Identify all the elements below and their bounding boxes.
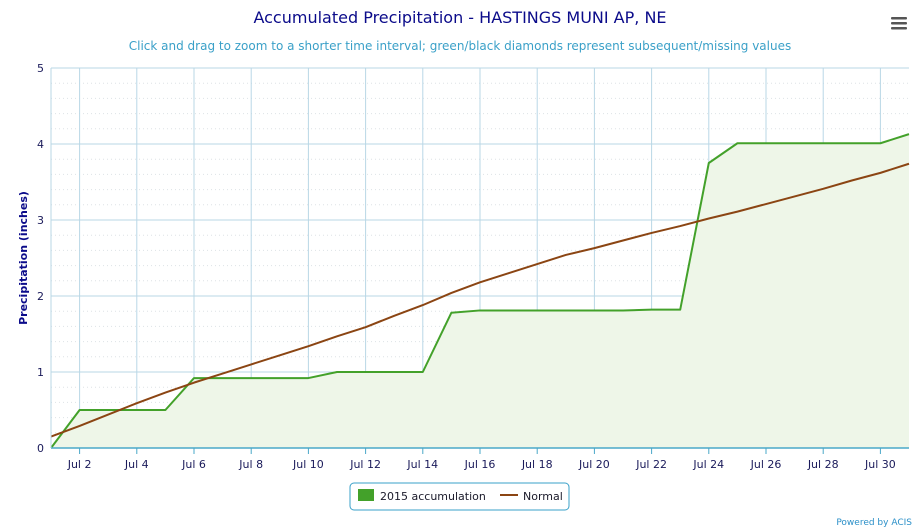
x-tick-label: Jul 16 (464, 458, 496, 471)
x-tick-label: Jul 20 (578, 458, 610, 471)
x-tick-label: Jul 2 (67, 458, 92, 471)
y-tick-label: 1 (37, 366, 44, 379)
plot-area[interactable]: 0 1 2 3 4 5 Jul 2 Jul 4 Jul 6 Jul 8 Jul 10 Jul 12 Ju… (37, 62, 910, 471)
x-tick-label: Jul 30 (864, 458, 896, 471)
credits-link[interactable]: Powered by ACIS (836, 518, 912, 528)
y-tick-label: 4 (37, 138, 44, 151)
x-tick-label: Jul 28 (807, 458, 839, 471)
x-tick-label: Jul 18 (521, 458, 553, 471)
series-line-2015-accumulation[interactable] (50, 133, 910, 449)
chart-subtitle: Click and drag to zoom to a shorter time… (129, 39, 791, 53)
chart-title: Accumulated Precipitation - HASTINGS MUN… (253, 8, 666, 27)
y-tick-label: 2 (37, 290, 44, 303)
series-area-2015-accumulation (51, 134, 909, 448)
legend-swatch-2015-accumulation (358, 489, 374, 501)
legend-item-normal[interactable]: Normal (500, 490, 563, 503)
x-tick-label: Jul 8 (238, 458, 263, 471)
y-tick-label: 5 (37, 62, 44, 75)
legend-label-normal: Normal (523, 490, 563, 503)
x-tick-label: Jul 4 (124, 458, 149, 471)
x-tick-label: Jul 22 (635, 458, 667, 471)
x-tick-label: Jul 14 (406, 458, 438, 471)
series-line-normal[interactable] (50, 162, 910, 438)
legend: 2015 accumulation Normal (349, 482, 570, 511)
y-tick-label: 0 (37, 442, 44, 455)
x-tick-label: Jul 26 (750, 458, 782, 471)
legend-item-2015-accumulation[interactable]: 2015 accumulation (358, 489, 486, 503)
x-tick-label: Jul 12 (349, 458, 381, 471)
hamburger-menu-icon[interactable] (890, 14, 908, 32)
x-tick-label: Jul 10 (292, 458, 324, 471)
legend-label-2015-accumulation: 2015 accumulation (380, 490, 486, 503)
y-tick-label: 3 (37, 214, 44, 227)
x-tick-label: Jul 6 (181, 458, 206, 471)
x-tick-label: Jul 24 (692, 458, 724, 471)
y-axis-label: Precipitation (inches) (17, 191, 30, 325)
